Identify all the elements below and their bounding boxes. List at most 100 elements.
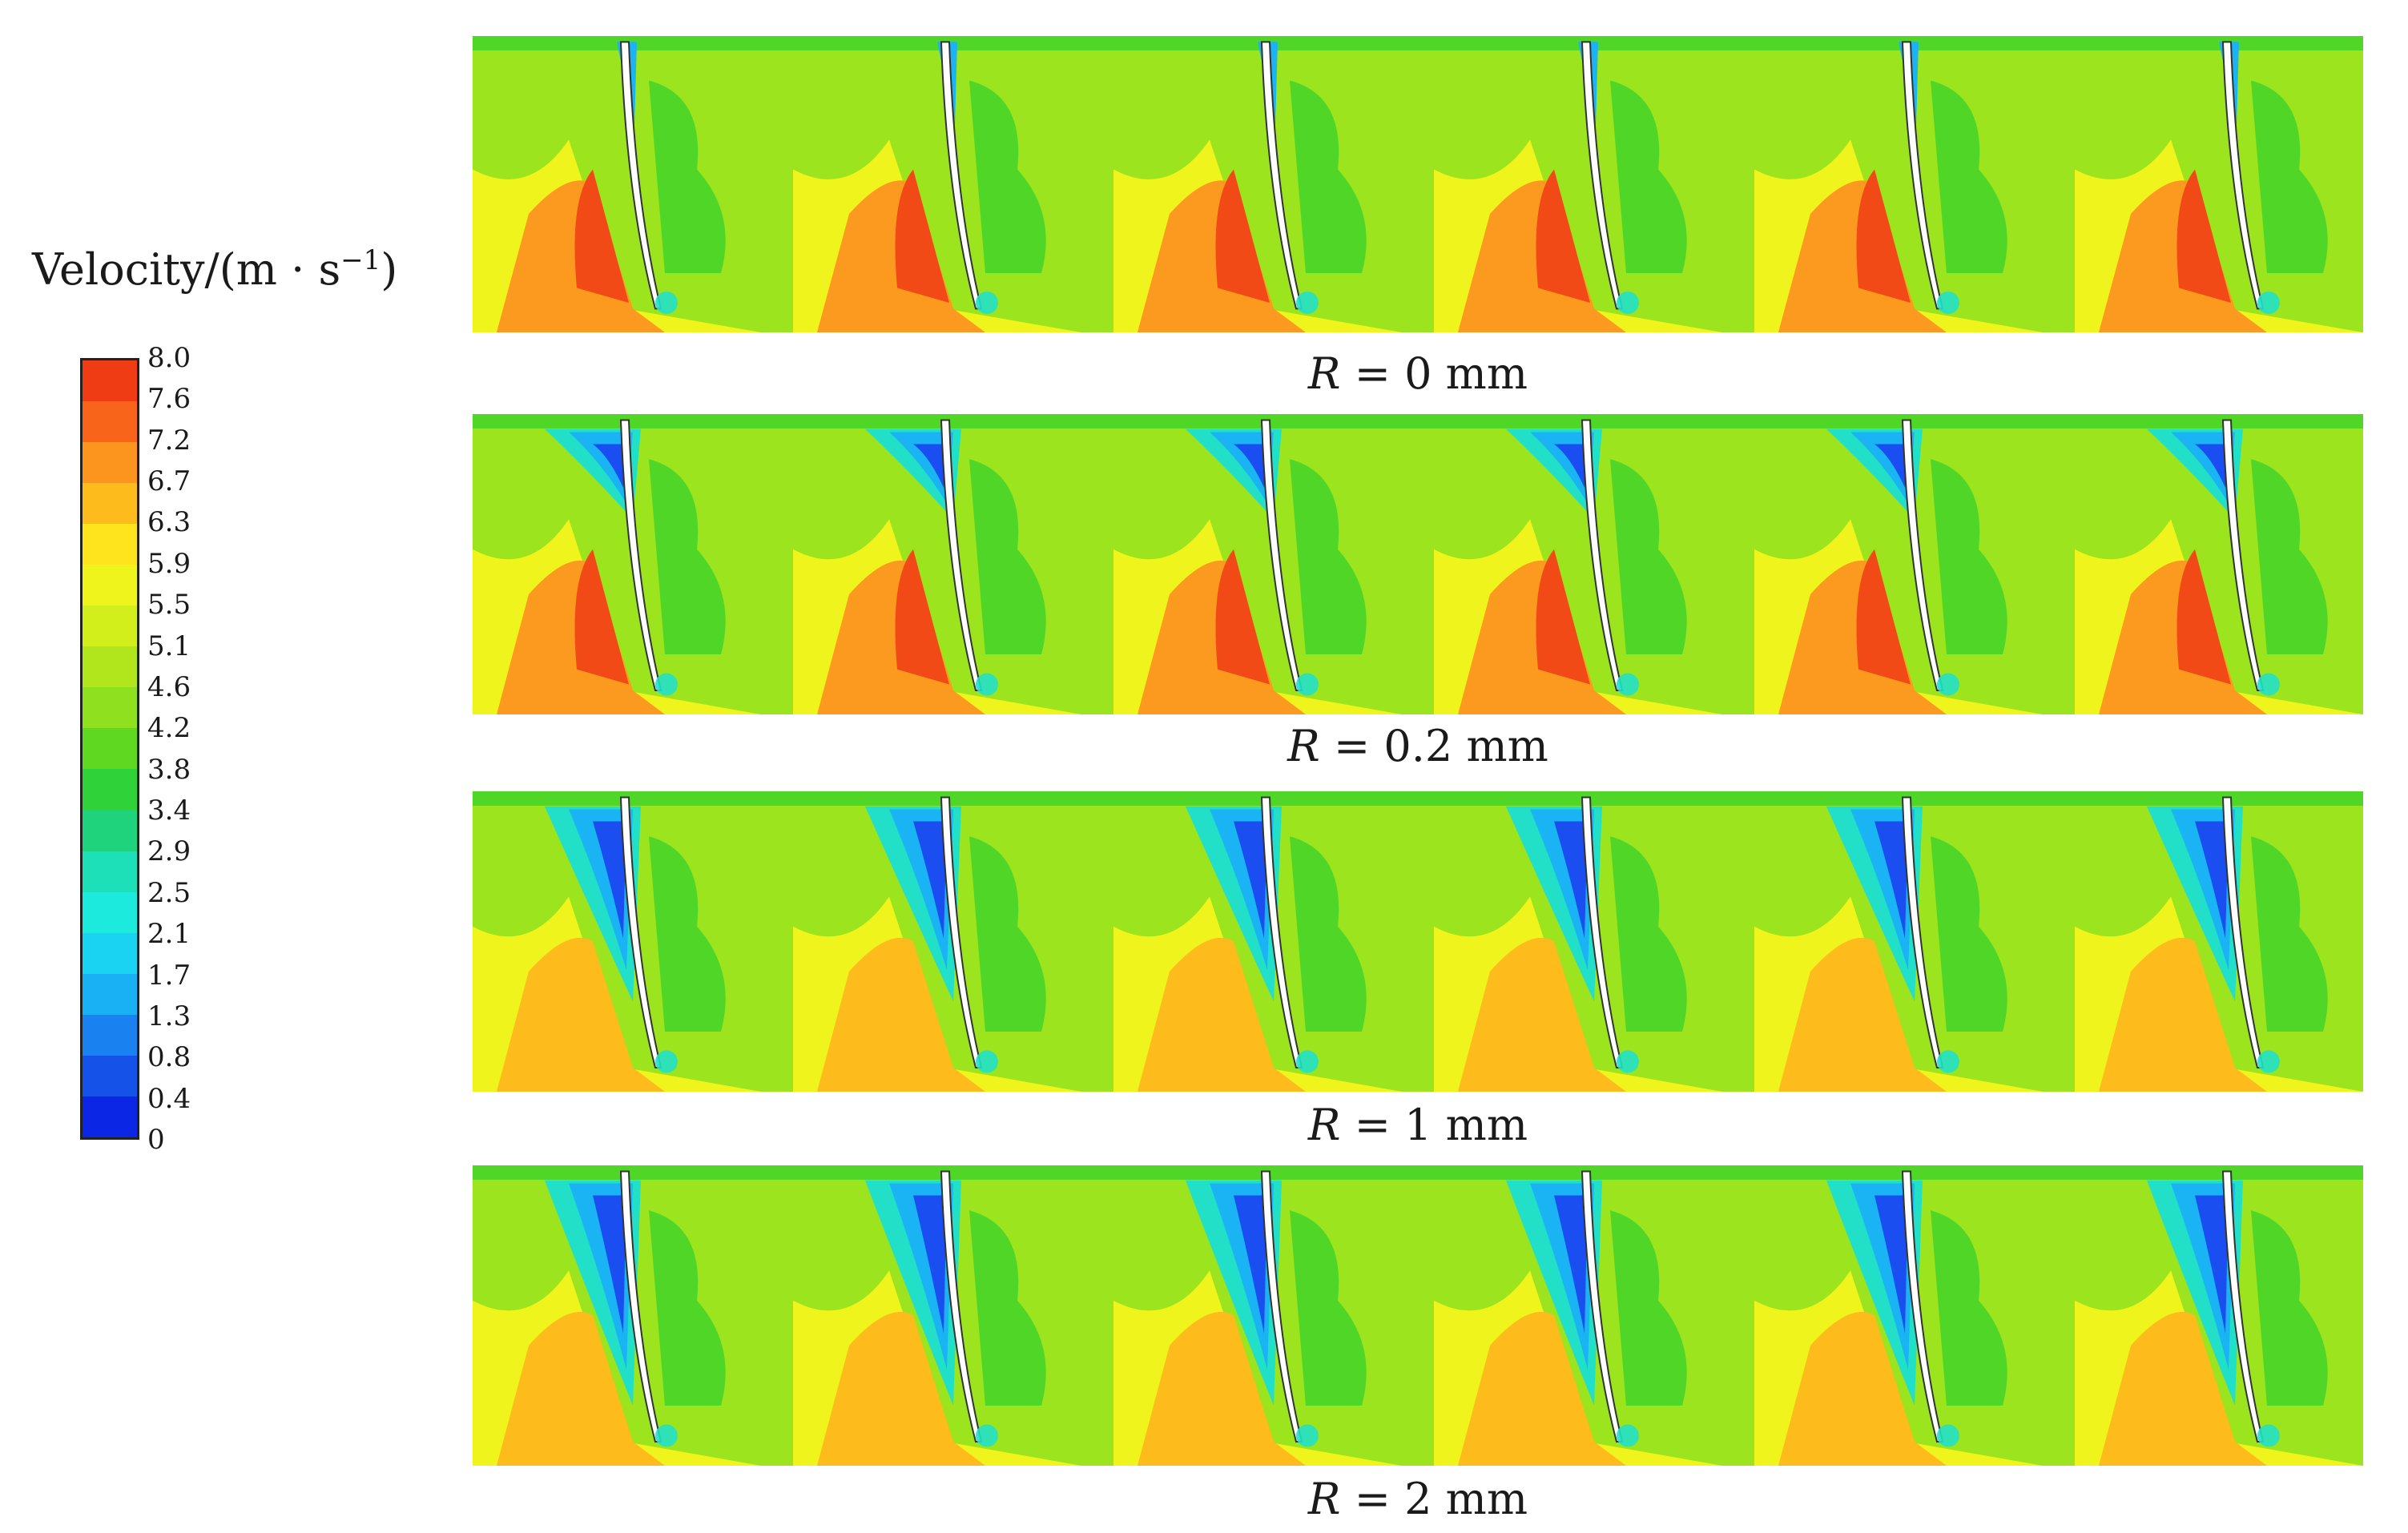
blade xyxy=(940,1170,983,1442)
color-bar-segment xyxy=(83,401,137,443)
color-bar-segment xyxy=(83,606,137,647)
color-bar-tick-label: 5.5 xyxy=(147,589,191,622)
blade-passage xyxy=(1754,1170,2043,1466)
blade-passage xyxy=(1754,41,2043,332)
blade xyxy=(1260,796,1303,1068)
color-bar-tick-label: 4.2 xyxy=(147,712,191,745)
blade-passage xyxy=(793,41,1081,332)
blade-passage xyxy=(1434,1170,1722,1466)
blade xyxy=(2221,1170,2265,1442)
color-bar-tick-label: 5.9 xyxy=(147,547,191,580)
contour-panel-r0: R = 0 mm xyxy=(473,36,2363,399)
color-bar-segment xyxy=(83,360,137,402)
blade xyxy=(1581,419,1624,691)
velocity-contour-r1 xyxy=(473,791,2363,1092)
blade xyxy=(1901,41,1944,310)
panel-label-r2: R = 2 mm xyxy=(1307,1474,1528,1524)
blade xyxy=(1260,419,1303,691)
blade-passage xyxy=(793,419,1081,714)
wall-band xyxy=(473,414,2363,429)
blade xyxy=(1581,796,1624,1068)
blade xyxy=(2221,41,2265,310)
color-bar-segment xyxy=(83,483,137,525)
blade-passage xyxy=(2075,1170,2363,1466)
blade-passage xyxy=(1113,1170,1402,1466)
flow-background xyxy=(473,36,2363,332)
color-bar-segment xyxy=(83,891,137,933)
color-bar-tick-label: 4.6 xyxy=(147,670,191,703)
wall-band xyxy=(473,791,2363,806)
color-bar-tick-label: 0.8 xyxy=(147,1041,191,1074)
blade xyxy=(2221,796,2265,1068)
velocity-contour-r0 xyxy=(473,36,2363,332)
blade-passage xyxy=(1113,41,1402,332)
flow-background xyxy=(473,791,2363,1092)
color-bar-tick-label: 1.3 xyxy=(147,1000,191,1032)
legend-title: Velocity/(m · s−1) xyxy=(32,244,398,295)
blade-passage xyxy=(473,41,761,332)
color-bar-segment xyxy=(83,810,137,851)
color-bar-tick-label: 2.5 xyxy=(147,876,191,909)
wall-band xyxy=(473,1165,2363,1180)
contour-panel-r0-2: R = 0.2 mm xyxy=(473,414,2363,771)
wall-band xyxy=(473,36,2363,50)
blade xyxy=(1581,1170,1624,1442)
blade-passage xyxy=(793,1170,1081,1466)
color-bar-segment xyxy=(83,932,137,974)
color-bar xyxy=(80,358,139,1140)
velocity-contour-r0-2 xyxy=(473,414,2363,714)
contour-panel-r1: R = 1 mm xyxy=(473,791,2363,1150)
color-bar-tick-label: 3.8 xyxy=(147,753,191,786)
blade-passage xyxy=(473,796,761,1092)
color-bar-tick-label: 7.6 xyxy=(147,383,191,416)
blade-passage xyxy=(793,796,1081,1092)
blade xyxy=(940,796,983,1068)
blade xyxy=(1901,1170,1944,1442)
flow-background xyxy=(473,1165,2363,1466)
color-bar-segment xyxy=(83,1096,137,1137)
color-bar-segment xyxy=(83,973,137,1015)
color-bar-segment xyxy=(83,851,137,892)
contour-panel-r2: R = 2 mm xyxy=(473,1165,2363,1524)
color-bar-tick-label: 6.7 xyxy=(147,465,191,498)
panel-label-r0-2: R = 0.2 mm xyxy=(1287,721,1548,771)
color-bar-tick-label: 1.7 xyxy=(147,959,191,992)
blade xyxy=(940,419,983,691)
color-bar-tick-label: 5.1 xyxy=(147,630,191,662)
panel-label-r1: R = 1 mm xyxy=(1307,1100,1528,1150)
blade-passage xyxy=(473,419,761,714)
color-bar-segment xyxy=(83,687,137,729)
blade xyxy=(1901,796,1944,1068)
flow-background xyxy=(473,414,2363,714)
color-bar-tick-label: 7.2 xyxy=(147,424,191,457)
color-bar-tick-label: 8.0 xyxy=(147,342,191,374)
color-bar-tick-label: 2.1 xyxy=(147,918,191,951)
color-bar-tick-label: 0 xyxy=(147,1124,165,1156)
color-bar-ticks: 8.0 7.6 7.2 6.7 6.3 5.9 5.5 5.1 4.6 4.2 3.8 3.4 2.9 2… xyxy=(147,344,244,1153)
blade xyxy=(1581,41,1624,310)
color-bar-segment xyxy=(83,442,137,484)
color-bar-segment xyxy=(83,565,137,606)
blade-passage xyxy=(2075,41,2363,332)
color-bar-segment xyxy=(83,769,137,811)
color-bar-tick-label: 6.3 xyxy=(147,506,191,539)
color-bar-segment xyxy=(83,646,137,688)
blade-passage xyxy=(1113,419,1402,714)
color-bar-tick-label: 0.4 xyxy=(147,1082,191,1115)
blade-passage xyxy=(1434,41,1722,332)
blade xyxy=(619,41,662,310)
color-bar-tick-label: 3.4 xyxy=(147,795,191,827)
color-bar-segment xyxy=(83,524,137,565)
blade-passage xyxy=(473,1170,761,1466)
color-bar-segment xyxy=(83,728,137,770)
panel-label-r0: R = 0 mm xyxy=(1307,348,1528,399)
blade xyxy=(1260,1170,1303,1442)
blade xyxy=(1260,41,1303,310)
blade-passage xyxy=(1113,796,1402,1092)
blade xyxy=(619,796,662,1068)
color-bar-tick-label: 2.9 xyxy=(147,835,191,868)
blade-passage xyxy=(1434,419,1722,714)
blade-passage xyxy=(1434,796,1722,1092)
color-bar-segment xyxy=(83,1055,137,1096)
blade xyxy=(619,1170,662,1442)
